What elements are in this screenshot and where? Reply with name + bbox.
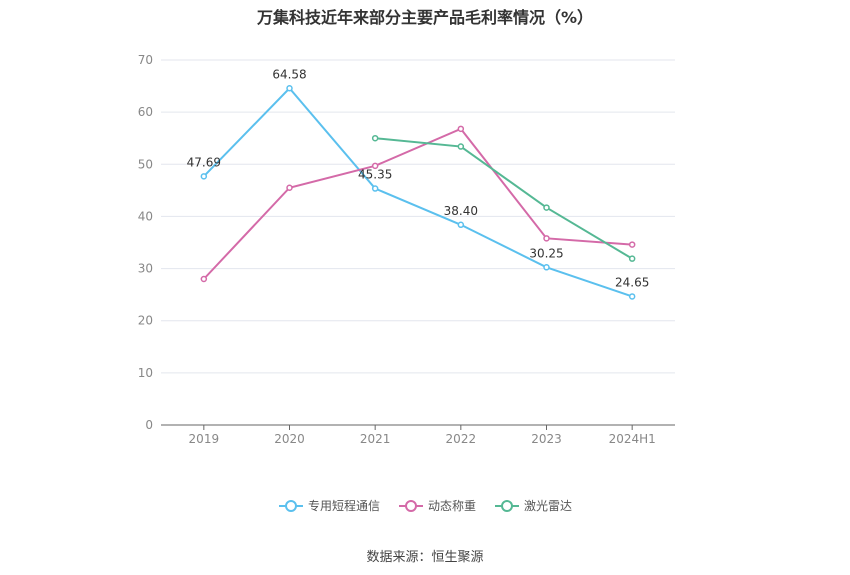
data-point	[543, 264, 550, 271]
data-point	[543, 235, 550, 242]
legend-label: 激光雷达	[524, 499, 573, 513]
x-tick-label: 2021	[360, 432, 391, 446]
data-point	[457, 125, 465, 133]
data-point	[543, 204, 550, 211]
axes: 0 10 20 30 40 50 60 70 2019 2020 2021 2022 2023 2024H…	[138, 53, 675, 446]
x-tick-label: 2019	[189, 432, 220, 446]
data-point	[200, 275, 208, 283]
data-label: 47.69	[187, 155, 221, 169]
y-tick-label: 50	[138, 157, 153, 171]
legend-swatch-icon	[398, 499, 423, 512]
data-point	[628, 293, 636, 300]
y-tick-label: 30	[138, 262, 153, 276]
data-label: 30.25	[529, 246, 563, 260]
legend-item[interactable]: 激光雷达	[494, 497, 572, 514]
data-point	[286, 85, 293, 92]
x-tick-label: 2024H1	[609, 432, 656, 446]
legend-item[interactable]: 专用短程通信	[278, 497, 380, 514]
y-tick-label: 20	[138, 314, 153, 328]
legend-swatch-icon	[278, 499, 303, 512]
data-label: 38.40	[444, 204, 478, 218]
x-tick-label: 2020	[274, 432, 305, 446]
data-point	[200, 173, 208, 180]
y-tick-label: 10	[138, 366, 153, 380]
data-label: 45.35	[358, 168, 392, 182]
series-line	[203, 127, 633, 280]
data-labels: 47.69 64.58 45.35 38.40 30.25 24.65	[187, 67, 650, 289]
legend: 专用短程通信 动态称重 激光雷达	[0, 497, 850, 514]
data-point	[371, 185, 379, 192]
legend-label: 动态称重	[427, 499, 476, 513]
source-note: 数据来源：恒生聚源	[366, 550, 484, 565]
chart-title: 万集科技近年来部分主要产品毛利率情况（%）	[256, 8, 594, 27]
legend-label: 专用短程通信	[307, 499, 380, 513]
data-point	[628, 241, 636, 248]
data-label: 64.58	[272, 67, 306, 81]
data-point	[371, 134, 379, 142]
y-tick-label: 70	[138, 53, 153, 67]
series-line	[375, 137, 633, 260]
y-tick-label: 0	[145, 418, 153, 432]
data-point	[371, 162, 379, 170]
legend-swatch-icon	[495, 499, 519, 512]
x-tick-label: 2023	[531, 432, 562, 446]
data-point	[457, 221, 465, 229]
data-point	[457, 143, 465, 150]
y-tick-label: 40	[138, 209, 153, 223]
x-tick-label: 2022	[446, 432, 477, 446]
data-label: 24.65	[615, 275, 649, 289]
data-point	[628, 255, 636, 262]
series-lines	[200, 85, 636, 300]
legend-item[interactable]: 动态称重	[398, 497, 476, 514]
grid-lines	[161, 59, 675, 374]
series-line	[203, 86, 633, 298]
y-tick-label: 60	[138, 105, 153, 119]
data-point	[286, 184, 293, 191]
